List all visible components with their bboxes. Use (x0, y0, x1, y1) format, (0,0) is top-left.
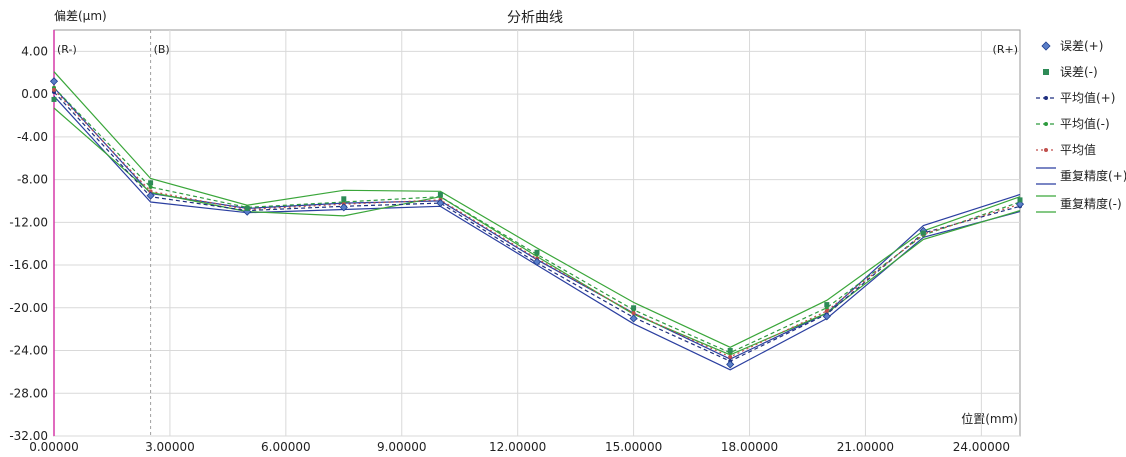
y-tick-label: -4.00 (17, 130, 48, 144)
data-point (532, 257, 542, 266)
legend-label: 误差(-) (1060, 65, 1098, 79)
chart-title: 分析曲线 (507, 10, 563, 26)
x-tick-label: 18.00000 (721, 440, 778, 454)
data-point (822, 312, 831, 321)
legend-item: 误差(-) (1043, 65, 1098, 79)
x-tick-label: 0.00000 (29, 440, 79, 454)
data-point (631, 311, 636, 316)
data-point (146, 191, 155, 200)
y-tick-label: -32.00 (9, 429, 48, 443)
data-point (534, 249, 540, 255)
series-band-lower (53, 107, 1021, 356)
position-markers: (R-) (B) (R+) (57, 30, 1018, 436)
y-tick-label: -28.00 (9, 386, 48, 400)
y-tick-label: -24.00 (9, 344, 48, 358)
legend-swatch-dot (1044, 122, 1048, 126)
data-point (629, 314, 638, 323)
y-tick-label: 4.00 (21, 44, 48, 58)
grid (53, 29, 1021, 437)
data-point (341, 196, 347, 202)
axes: 0.00000 3.00000 6.00000 9.00000 12.00000 15.0… (9, 30, 1010, 454)
x-tick-label: 9.00000 (377, 440, 427, 454)
series-line (53, 89, 1021, 358)
legend-item: 误差(+) (1041, 39, 1103, 53)
data-point (920, 230, 926, 236)
x-tick-label: 15.00000 (605, 440, 662, 454)
legend-item: 平均值(+) (1036, 90, 1115, 105)
legend-label: 平均值(+) (1060, 90, 1115, 105)
y-axis-label: 偏差(μm) (54, 8, 107, 23)
x-tick-label: 3.00000 (145, 440, 195, 454)
legend-label: 平均值 (1060, 142, 1096, 157)
x-tick-label: 21.00000 (837, 440, 894, 454)
data-point (148, 180, 154, 186)
x-tick-label: 12.00000 (489, 440, 546, 454)
y-tick-label: -12.00 (9, 215, 48, 229)
data-point (824, 302, 830, 308)
legend-item: 平均值(-) (1036, 116, 1110, 131)
legend-swatch (1041, 41, 1051, 51)
x-tick-label: 6.00000 (261, 440, 311, 454)
legend-item: 重复精度(+) (1036, 167, 1126, 185)
data-point (437, 192, 443, 198)
x-tick-label: 24.00000 (953, 440, 1010, 454)
legend-label: 重复精度(+) (1060, 168, 1126, 183)
legend-label: 重复精度(-) (1060, 196, 1122, 211)
data-point (148, 189, 153, 194)
legend-label: 平均值(-) (1060, 116, 1110, 131)
marker-label: (R+) (993, 43, 1018, 56)
legend-swatch-dot (1044, 96, 1048, 100)
series-band-upper (53, 71, 1021, 348)
data-point (148, 185, 153, 190)
data-point (1017, 197, 1023, 203)
x-axis-label: 位置(mm) (961, 411, 1018, 426)
data-point (631, 305, 637, 311)
marker-label: (B) (154, 43, 170, 56)
y-tick-label: 0.00 (21, 87, 48, 101)
y-tick-label: -20.00 (9, 301, 48, 315)
data-point (51, 96, 57, 102)
series-layer (49, 71, 1025, 371)
data-point (436, 199, 445, 208)
y-tick-label: -16.00 (9, 258, 48, 272)
legend-swatch (1043, 69, 1049, 75)
series-line (53, 87, 1021, 354)
data-point (728, 354, 733, 359)
data-point (339, 203, 348, 212)
data-point (726, 360, 735, 369)
legend-item: 重复精度(-) (1036, 195, 1122, 213)
legend-item: 平均值 (1036, 142, 1096, 157)
data-point (49, 77, 59, 86)
data-point (244, 205, 250, 211)
data-point (824, 308, 829, 313)
y-tick-label: -8.00 (17, 173, 48, 187)
marker-label: (R-) (57, 43, 77, 56)
data-point (1015, 200, 1025, 209)
legend-swatch-dot (1044, 148, 1048, 152)
legend-label: 误差(+) (1060, 39, 1103, 53)
data-point (52, 87, 56, 92)
data-point (727, 348, 733, 354)
